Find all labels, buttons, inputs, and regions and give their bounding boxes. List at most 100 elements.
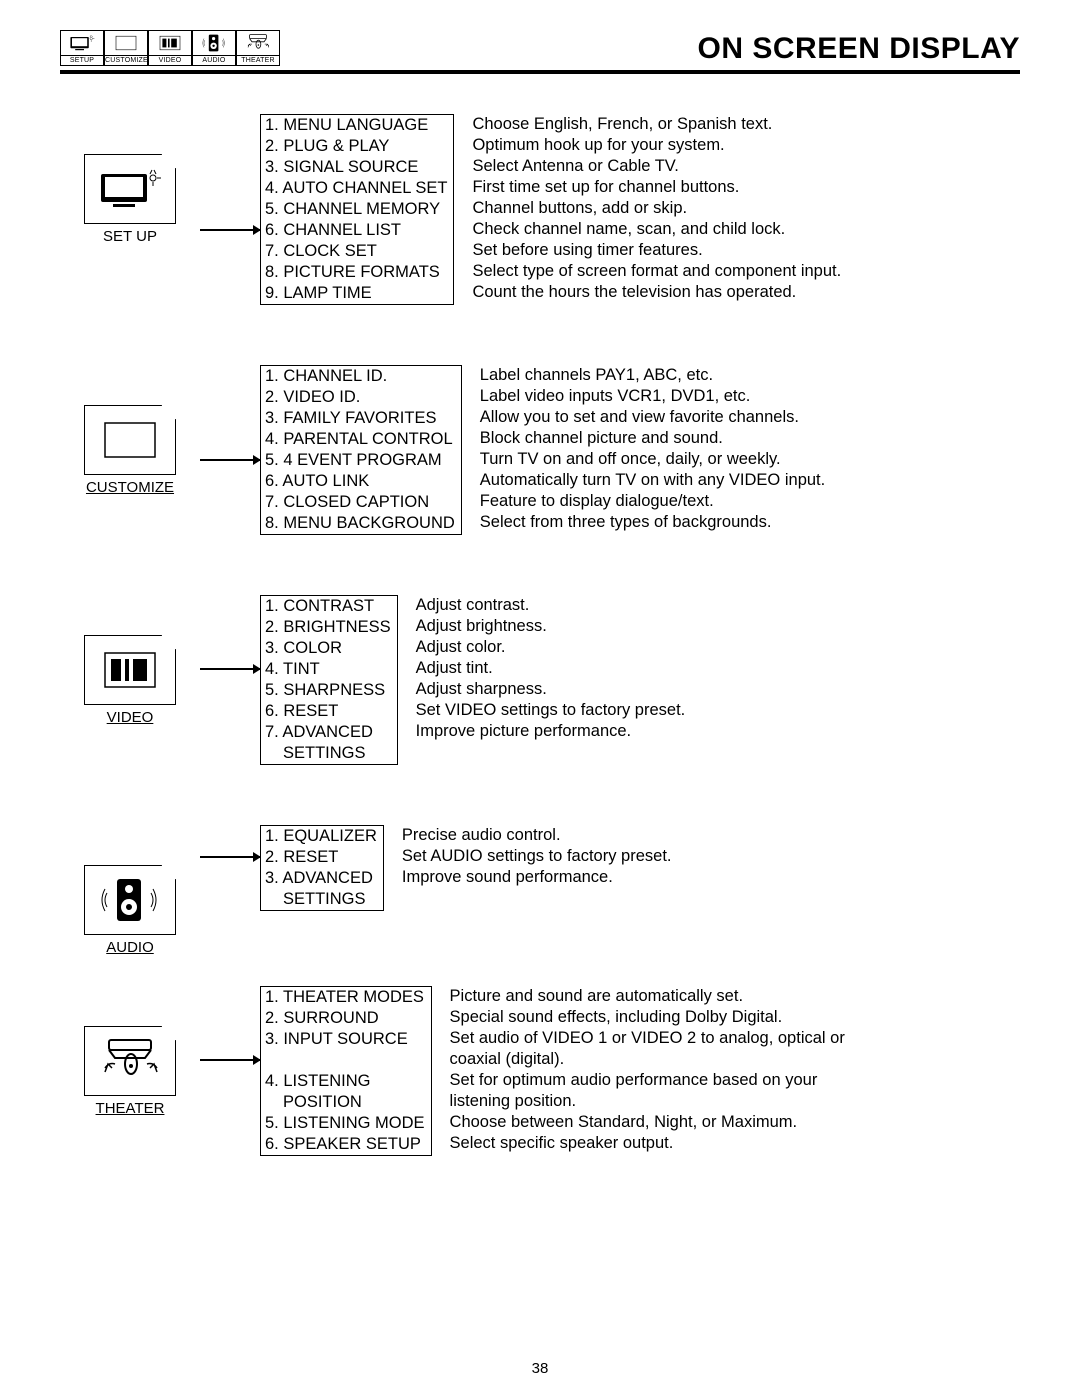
item-desc: Precise audio control.: [402, 825, 672, 846]
section-label: SET UP: [103, 228, 157, 245]
item-desc: Special sound effects, including Dolby D…: [450, 1007, 845, 1028]
header-tabs: SETUPCUSTOMIZEVIDEOAUDIOTHEATER: [60, 30, 280, 66]
item-desc: Set audio of VIDEO 1 or VIDEO 2 to analo…: [450, 1028, 845, 1049]
item-name-list: 1. CONTRAST2. BRIGHTNESS3. COLOR4. TINT5…: [260, 595, 398, 765]
item-desc: Check channel name, scan, and child lock…: [472, 219, 841, 240]
item-desc: Adjust brightness.: [416, 616, 686, 637]
item-name: 3. COLOR: [265, 638, 391, 659]
item-desc: Adjust contrast.: [416, 595, 686, 616]
item-desc: Improve picture performance.: [416, 721, 686, 742]
theater-icon: [84, 1026, 176, 1096]
section-label: VIDEO: [107, 709, 154, 726]
item-desc: Allow you to set and view favorite chann…: [480, 407, 825, 428]
item-name: 1. EQUALIZER: [265, 826, 377, 847]
item-name: 2. PLUG & PLAY: [265, 136, 447, 157]
item-name-list: 1. THEATER MODES2. SURROUND3. INPUT SOUR…: [260, 986, 432, 1156]
item-desc-list: Precise audio control.Set AUDIO settings…: [384, 825, 672, 911]
item-desc: Select type of screen format and compone…: [472, 261, 841, 282]
section-icon-column: CUSTOMIZE: [60, 365, 200, 496]
item-desc: [416, 742, 686, 763]
item-name: 1. CHANNEL ID.: [265, 366, 455, 387]
setup-icon: [84, 154, 176, 224]
item-desc: First time set up for channel buttons.: [472, 177, 841, 198]
item-desc: Channel buttons, add or skip.: [472, 198, 841, 219]
item-desc-list: Adjust contrast.Adjust brightness. Adjust…: [398, 595, 686, 765]
item-name: 2. BRIGHTNESS: [265, 617, 391, 638]
item-name: 3. FAMILY FAVORITES: [265, 408, 455, 429]
section-items: 1. EQUALIZER2. RESET3. ADVANCEDSETTINGSP…: [260, 825, 672, 911]
item-name-list: 1. MENU LANGUAGE2. PLUG & PLAY3. SIGNAL …: [260, 114, 454, 305]
item-desc: Set VIDEO settings to factory preset.: [416, 700, 686, 721]
section-theater: THEATER 1. THEATER MODES2. SURROUND3. INP…: [60, 986, 1020, 1156]
item-name: 2. RESET: [265, 847, 377, 868]
page-number: 38: [0, 1360, 1080, 1377]
item-name-list: 1. EQUALIZER2. RESET3. ADVANCEDSETTINGS: [260, 825, 384, 911]
item-desc: coaxial (digital).: [450, 1049, 845, 1070]
page-header: SETUPCUSTOMIZEVIDEOAUDIOTHEATER ON SCREE…: [60, 30, 1020, 74]
item-desc: Improve sound performance.: [402, 867, 672, 888]
item-name: 6. CHANNEL LIST: [265, 220, 447, 241]
item-name: [265, 1050, 425, 1071]
setup-icon: [60, 30, 104, 56]
item-desc: Select from three types of backgrounds.: [480, 512, 825, 533]
item-name: 1. CONTRAST: [265, 596, 391, 617]
section-icon-column: SET UP: [60, 114, 200, 245]
video-icon: [84, 635, 176, 705]
section-items: 1. MENU LANGUAGE2. PLUG & PLAY3. SIGNAL …: [260, 114, 841, 305]
item-name: 6. AUTO LINK: [265, 471, 455, 492]
item-desc: Choose between Standard, Night, or Maxim…: [450, 1112, 845, 1133]
item-desc: Adjust sharpness.: [416, 679, 686, 700]
header-tab-label: SETUP: [60, 56, 104, 66]
item-name: 5. CHANNEL MEMORY: [265, 199, 447, 220]
section-icon-column: VIDEO: [60, 595, 200, 726]
item-name: SETTINGS: [265, 889, 377, 910]
item-desc: Choose English, French, or Spanish text.: [472, 114, 841, 135]
item-name: POSITION: [265, 1092, 425, 1113]
section-audio: AUDIO1. EQUALIZER2. RESET3. ADVANCEDSETT…: [60, 825, 1020, 956]
item-name: 3. SIGNAL SOURCE: [265, 157, 447, 178]
item-desc-list: Picture and sound are automatically set.…: [432, 986, 845, 1156]
item-desc: listening position.: [450, 1091, 845, 1112]
item-desc: Select Antenna or Cable TV.: [472, 156, 841, 177]
section-icon-column: THEATER: [60, 986, 200, 1117]
item-desc: Optimum hook up for your system.: [472, 135, 841, 156]
item-name: 4. LISTENING: [265, 1071, 425, 1092]
item-name: 8. PICTURE FORMATS: [265, 262, 447, 283]
header-tab-label: AUDIO: [192, 56, 236, 66]
section-video: VIDEO 1. CONTRAST2. BRIGHTNESS3. COLOR4. …: [60, 595, 1020, 765]
item-desc: Count the hours the television has opera…: [472, 282, 841, 303]
theater-icon: [236, 30, 280, 56]
section-items: 1. CHANNEL ID.2. VIDEO ID.3. FAMILY FAVO…: [260, 365, 825, 535]
item-desc: Block channel picture and sound.: [480, 428, 825, 449]
section-items: 1. CONTRAST2. BRIGHTNESS3. COLOR4. TINT5…: [260, 595, 685, 765]
section-set-up: SET UP 1. MENU LANGUAGE2. PLUG & PLAY3. S…: [60, 114, 1020, 305]
customize-icon: [84, 405, 176, 475]
section-label: CUSTOMIZE: [86, 479, 174, 496]
header-tab-video: VIDEO: [148, 30, 192, 66]
item-desc: Turn TV on and off once, daily, or weekl…: [480, 449, 825, 470]
video-icon: [148, 30, 192, 56]
item-name: 5. LISTENING MODE: [265, 1113, 425, 1134]
page-title: ON SCREEN DISPLAY: [698, 32, 1020, 66]
header-tab-customize: CUSTOMIZE: [104, 30, 148, 66]
item-desc: Set before using timer features.: [472, 240, 841, 261]
item-desc: Picture and sound are automatically set.: [450, 986, 845, 1007]
item-name: 7. CLOSED CAPTION: [265, 492, 455, 513]
header-tab-theater: THEATER: [236, 30, 280, 66]
audio-icon: [192, 30, 236, 56]
customize-icon: [104, 30, 148, 56]
item-name: 4. AUTO CHANNEL SET: [265, 178, 447, 199]
item-desc: Automatically turn TV on with any VIDEO …: [480, 470, 825, 491]
item-name: 3. INPUT SOURCE: [265, 1029, 425, 1050]
item-name: 7. CLOCK SET: [265, 241, 447, 262]
audio-icon: [84, 865, 176, 935]
item-name: 4. TINT: [265, 659, 391, 680]
section-label: THEATER: [96, 1100, 165, 1117]
item-desc: Select specific speaker output.: [450, 1133, 845, 1154]
item-name: 5. 4 EVENT PROGRAM: [265, 450, 455, 471]
item-name-list: 1. CHANNEL ID.2. VIDEO ID.3. FAMILY FAVO…: [260, 365, 462, 535]
item-name: 4. PARENTAL CONTROL: [265, 429, 455, 450]
item-name: 2. SURROUND: [265, 1008, 425, 1029]
item-desc-list: Choose English, French, or Spanish text.…: [454, 114, 841, 305]
item-name: 6. RESET: [265, 701, 391, 722]
